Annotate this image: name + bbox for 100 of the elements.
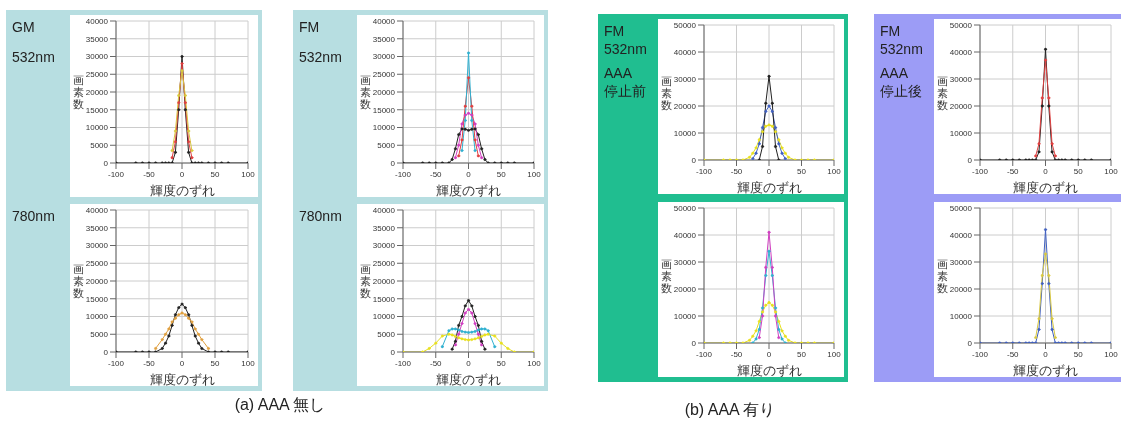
y-tick-label: 0: [691, 155, 697, 165]
y-axis-title: 画素数: [359, 263, 371, 299]
y-axis-title: 画素数: [660, 74, 672, 111]
y-tick-label: 20000: [85, 276, 109, 286]
text: FM: [880, 23, 902, 39]
y-tick-label: 30000: [372, 241, 396, 251]
y-axis-title: 画素数: [936, 74, 948, 111]
x-tick-label: 0: [179, 169, 185, 179]
x-axis-title: 輝度のずれ: [149, 372, 215, 387]
y-tick-label: 35000: [85, 34, 109, 44]
y-tick-label: 30000: [673, 257, 697, 267]
text: 停止後: [880, 83, 923, 99]
y-tick-label: 50000: [949, 203, 973, 213]
x-axis-title: 輝度のずれ: [436, 372, 501, 387]
y-tick-label: 25000: [85, 70, 109, 80]
x-tick-label: -100: [107, 358, 125, 368]
y-tick-label: 40000: [372, 16, 396, 26]
y-tick-label: 30000: [85, 52, 109, 62]
x-tick-label: 0: [1043, 166, 1049, 176]
x-axis-title: 輝度のずれ: [149, 183, 215, 198]
x-tick-label: -100: [394, 169, 412, 179]
x-tick-label: 0: [1043, 349, 1049, 359]
text: FM: [604, 23, 626, 39]
y-tick-label: 10000: [85, 312, 109, 322]
y-tick-label: 5000: [90, 330, 109, 340]
y-tick-label: 20000: [85, 87, 109, 97]
x-tick-label: 50: [797, 166, 807, 176]
y-tick-label: 15000: [85, 294, 109, 304]
x-tick-label: 50: [496, 169, 507, 179]
y-tick-label: 30000: [949, 74, 973, 84]
y-tick-label: 10000: [673, 311, 697, 321]
text: (b) AAA 有り: [683, 401, 777, 419]
y-tick-label: 10000: [673, 128, 697, 138]
x-tick-label: -50: [1006, 349, 1020, 359]
y-tick-label: 40000: [673, 47, 697, 57]
y-tick-label: 15000: [372, 294, 396, 304]
x-tick-label: -50: [143, 358, 156, 368]
y-tick-label: 50000: [673, 203, 697, 213]
x-tick-label: 100: [827, 166, 842, 176]
x-tick-label: 100: [827, 349, 842, 359]
y-tick-label: 10000: [949, 128, 973, 138]
x-tick-label: -100: [394, 358, 412, 368]
y-tick-label: 30000: [85, 241, 109, 251]
y-tick-label: 50000: [949, 20, 973, 30]
y-tick-label: 0: [390, 158, 396, 168]
y-tick-label: 15000: [372, 105, 396, 115]
y-tick-label: 25000: [372, 70, 396, 80]
x-tick-label: 100: [1104, 349, 1119, 359]
x-tick-label: 50: [1073, 166, 1084, 176]
x-tick-label: 100: [241, 358, 256, 368]
y-axis-title: 画素数: [660, 257, 672, 294]
y-tick-label: 50000: [673, 20, 697, 30]
text: GM: [12, 19, 36, 35]
y-axis-title: 画素数: [936, 257, 948, 294]
x-tick-label: -100: [971, 166, 989, 176]
y-tick-label: 10000: [85, 123, 109, 133]
x-axis-title: 輝度のずれ: [736, 363, 802, 378]
y-tick-label: 25000: [85, 259, 109, 269]
x-tick-label: 0: [766, 349, 772, 359]
y-axis-title: 画素数: [359, 74, 371, 110]
x-axis-title: 輝度のずれ: [1013, 180, 1078, 195]
x-tick-label: 0: [766, 166, 772, 176]
y-tick-label: 10000: [949, 311, 973, 321]
y-tick-label: 40000: [85, 205, 109, 215]
x-tick-label: 100: [527, 169, 542, 179]
y-tick-label: 0: [967, 338, 973, 348]
x-tick-label: 0: [179, 358, 185, 368]
x-tick-label: -50: [143, 169, 156, 179]
y-tick-label: 20000: [949, 284, 973, 294]
y-tick-label: 35000: [372, 34, 396, 44]
text: 780nm: [299, 208, 343, 224]
x-tick-label: -50: [730, 349, 743, 359]
x-tick-label: -50: [1006, 166, 1020, 176]
y-tick-label: 0: [103, 158, 109, 168]
y-tick-label: 20000: [949, 101, 973, 111]
x-axis-title: 輝度のずれ: [1013, 363, 1078, 378]
y-tick-label: 40000: [949, 47, 973, 57]
y-tick-label: 0: [691, 338, 697, 348]
text: 532nm: [880, 41, 924, 57]
x-tick-label: -100: [695, 166, 713, 176]
x-tick-label: 100: [241, 169, 256, 179]
x-tick-label: -50: [429, 358, 443, 368]
y-tick-label: 40000: [372, 205, 396, 215]
text: FM: [299, 19, 321, 35]
y-tick-label: 40000: [85, 16, 109, 26]
x-tick-label: -100: [107, 169, 125, 179]
text: 532nm: [12, 49, 56, 65]
text: AAA: [880, 65, 909, 81]
x-tick-label: -100: [695, 349, 713, 359]
x-axis-title: 輝度のずれ: [436, 183, 501, 198]
text: 停止前: [604, 83, 647, 99]
line-series: [450, 299, 487, 351]
y-tick-label: 35000: [372, 223, 396, 233]
y-tick-label: 5000: [377, 330, 396, 340]
y-tick-label: 15000: [85, 105, 109, 115]
y-tick-label: 20000: [372, 87, 396, 97]
text: (a) AAA 無し: [233, 396, 327, 414]
y-tick-label: 5000: [90, 141, 109, 151]
x-tick-label: 50: [1073, 349, 1084, 359]
text: 780nm: [12, 208, 56, 224]
